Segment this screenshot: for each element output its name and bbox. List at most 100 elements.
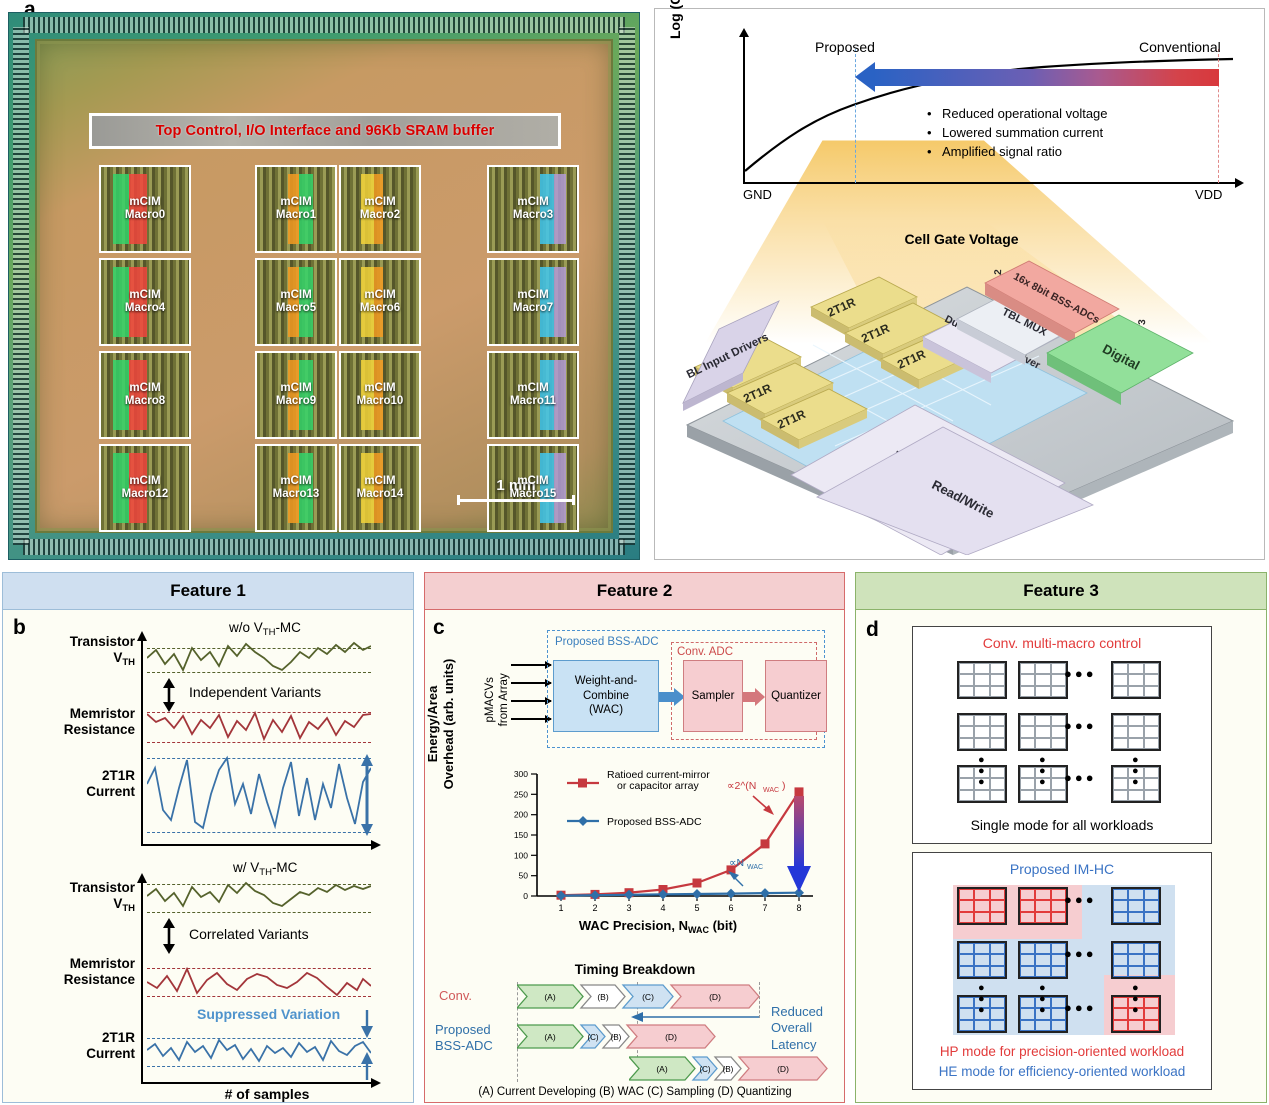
b-mem-top-trace	[147, 710, 371, 742]
macro-tile[interactable]	[1018, 765, 1068, 803]
macro-tile-cell	[1128, 889, 1144, 901]
macro-color-stripe	[129, 452, 147, 524]
macro-cell[interactable]: mCIM Macro6	[339, 258, 421, 346]
benefit-item-2: Amplified signal ratio	[925, 143, 1108, 162]
svg-text:6: 6	[728, 903, 733, 913]
macro-tile-cell	[989, 715, 1005, 727]
macro-cell[interactable]: mCIM Macro1	[255, 165, 337, 253]
macro-tile[interactable]	[1111, 941, 1161, 979]
macro-tile[interactable]	[1018, 995, 1068, 1033]
macro-cell[interactable]: mCIM Macro11	[487, 351, 579, 439]
macro-cell[interactable]: mCIM Macro7	[487, 258, 579, 346]
macro-tile[interactable]	[1111, 765, 1161, 803]
b-label-current-top: 2T1R Current	[86, 768, 135, 799]
b-label-transistor-vth-bot: Transistor VTH	[69, 880, 135, 914]
macro-label: mCIM Macro11	[509, 381, 557, 407]
macro-cell[interactable]: mCIM Macro9	[255, 351, 337, 439]
timing-ref-line-start	[517, 982, 518, 1082]
macro-tile[interactable]	[1111, 713, 1161, 751]
svg-text:Ratioed current-mirror: Ratioed current-mirror	[607, 769, 710, 781]
macro-tile[interactable]	[1111, 661, 1161, 699]
svg-text:(B): (B)	[723, 1065, 734, 1074]
macro-tile[interactable]	[957, 713, 1007, 751]
pmacv-input-label: pMACVs from Array	[484, 673, 510, 727]
macro-tile-cell	[1020, 685, 1036, 697]
macro-cell[interactable]: mCIM Macro15	[487, 444, 579, 532]
concept-panel: Log (Cell Current) Proposed Conventional…	[654, 0, 1265, 560]
b-x-axis-label: # of samples	[224, 1086, 310, 1102]
macro-tile[interactable]	[957, 887, 1007, 925]
macro-tile-cell	[1020, 737, 1036, 749]
macro-tile[interactable]	[957, 995, 1007, 1033]
macro-tile-cell	[1035, 767, 1051, 779]
macro-tile[interactable]	[957, 661, 1007, 699]
macro-cell[interactable]: mCIM Macro2	[339, 165, 421, 253]
macro-label: mCIM Macro12	[121, 474, 169, 500]
macro-tile[interactable]	[1018, 941, 1068, 979]
macro-cell[interactable]: mCIM Macro4	[99, 258, 191, 346]
b-cur-bot-upper	[147, 1038, 371, 1039]
macro-tile[interactable]	[1111, 887, 1161, 925]
benefit-item-1: Lowered summation current	[925, 124, 1108, 143]
svg-text:(C): (C)	[699, 1065, 710, 1074]
svg-text:1: 1	[558, 903, 563, 913]
macro-color-stripe	[540, 452, 555, 524]
y-axis	[743, 31, 745, 183]
vth-chart-with-mc: w/ VTH-MC Suppressed Variation	[137, 860, 391, 1102]
ellipsis-horizontal: ●●●	[1064, 770, 1097, 785]
macro-cell[interactable]: mCIM Macro8	[99, 351, 191, 439]
macro-color-stripe	[129, 359, 147, 431]
macro-tile-cell	[1128, 715, 1144, 727]
macro-cell[interactable]: mCIM Macro13	[255, 444, 337, 532]
macro-color-stripe	[288, 359, 300, 431]
b-cur-top-trace	[147, 755, 371, 830]
macro-cell[interactable]: mCIM Macro3	[487, 165, 579, 253]
svg-text:(A): (A)	[656, 1064, 668, 1074]
b-cur-bot-trace	[147, 1038, 371, 1063]
timing-row-proposed: (A) (C) (B) (D)	[517, 1024, 716, 1049]
macro-tile-cell	[1113, 789, 1129, 801]
macro-tile-cell	[1050, 889, 1066, 901]
macro-cell[interactable]: mCIM Macro14	[339, 444, 421, 532]
imhc-macro-array: ●●● ●●● ●●● ● ● ● ● ● ● ● ● ●	[957, 887, 1171, 1033]
macro-color-stripe	[113, 452, 130, 524]
feature-2-column: Feature 2 c pMACVs from Array Proposed B…	[424, 572, 845, 1103]
macro-tile-cell	[959, 715, 975, 727]
ellipsis-horizontal: ●●●	[1064, 892, 1097, 907]
macro-tile-cell	[1143, 954, 1159, 966]
svg-text:WAC: WAC	[747, 864, 763, 871]
macro-tile-cell	[1113, 911, 1129, 923]
macro-cell[interactable]: mCIM Macro0	[99, 165, 191, 253]
macro-tile-cell	[1128, 943, 1144, 955]
macro-tile[interactable]	[957, 765, 1007, 803]
macro-color-stripe	[113, 266, 130, 338]
feature-3-column: Feature 3 d Conv. multi-macro control ●●…	[855, 572, 1267, 1103]
scale-bar: 1 mm	[457, 477, 575, 505]
macro-cell[interactable]: mCIM Macro5	[255, 258, 337, 346]
macro-tile-cell	[1020, 663, 1036, 675]
top-control-label: Top Control, I/O Interface and 96Kb SRAM…	[155, 123, 495, 139]
macro-tile[interactable]	[1111, 995, 1161, 1033]
macro-tile-cell	[1128, 954, 1144, 966]
macro-tile[interactable]	[1018, 661, 1068, 699]
macro-tile-cell	[1113, 889, 1129, 901]
wac-block: Weight-and- Combine (WAC)	[553, 660, 659, 732]
macro-color-stripe	[540, 359, 555, 431]
macro-tile[interactable]	[1018, 713, 1068, 751]
macro-tile-cell	[1113, 685, 1129, 697]
macro-color-stripe	[373, 452, 384, 524]
b-top-x-axis	[141, 844, 373, 846]
macro-tile-cell	[1035, 674, 1051, 686]
benefit-item-0: Reduced operational voltage	[925, 105, 1108, 124]
macro-tile[interactable]	[1018, 887, 1068, 925]
svg-text:3: 3	[626, 903, 631, 913]
svg-text:2: 2	[993, 269, 1004, 275]
macro-tile-cell	[1050, 943, 1066, 955]
b-mem-bot-lower	[147, 996, 371, 997]
macro-cell[interactable]: mCIM Macro10	[339, 351, 421, 439]
macro-cell[interactable]: mCIM Macro12	[99, 444, 191, 532]
die-photograph: Top Control, I/O Interface and 96Kb SRAM…	[8, 12, 640, 560]
macro-label: mCIM Macro1	[275, 195, 317, 221]
macro-tile-cell	[1035, 778, 1051, 790]
macro-tile[interactable]	[957, 941, 1007, 979]
